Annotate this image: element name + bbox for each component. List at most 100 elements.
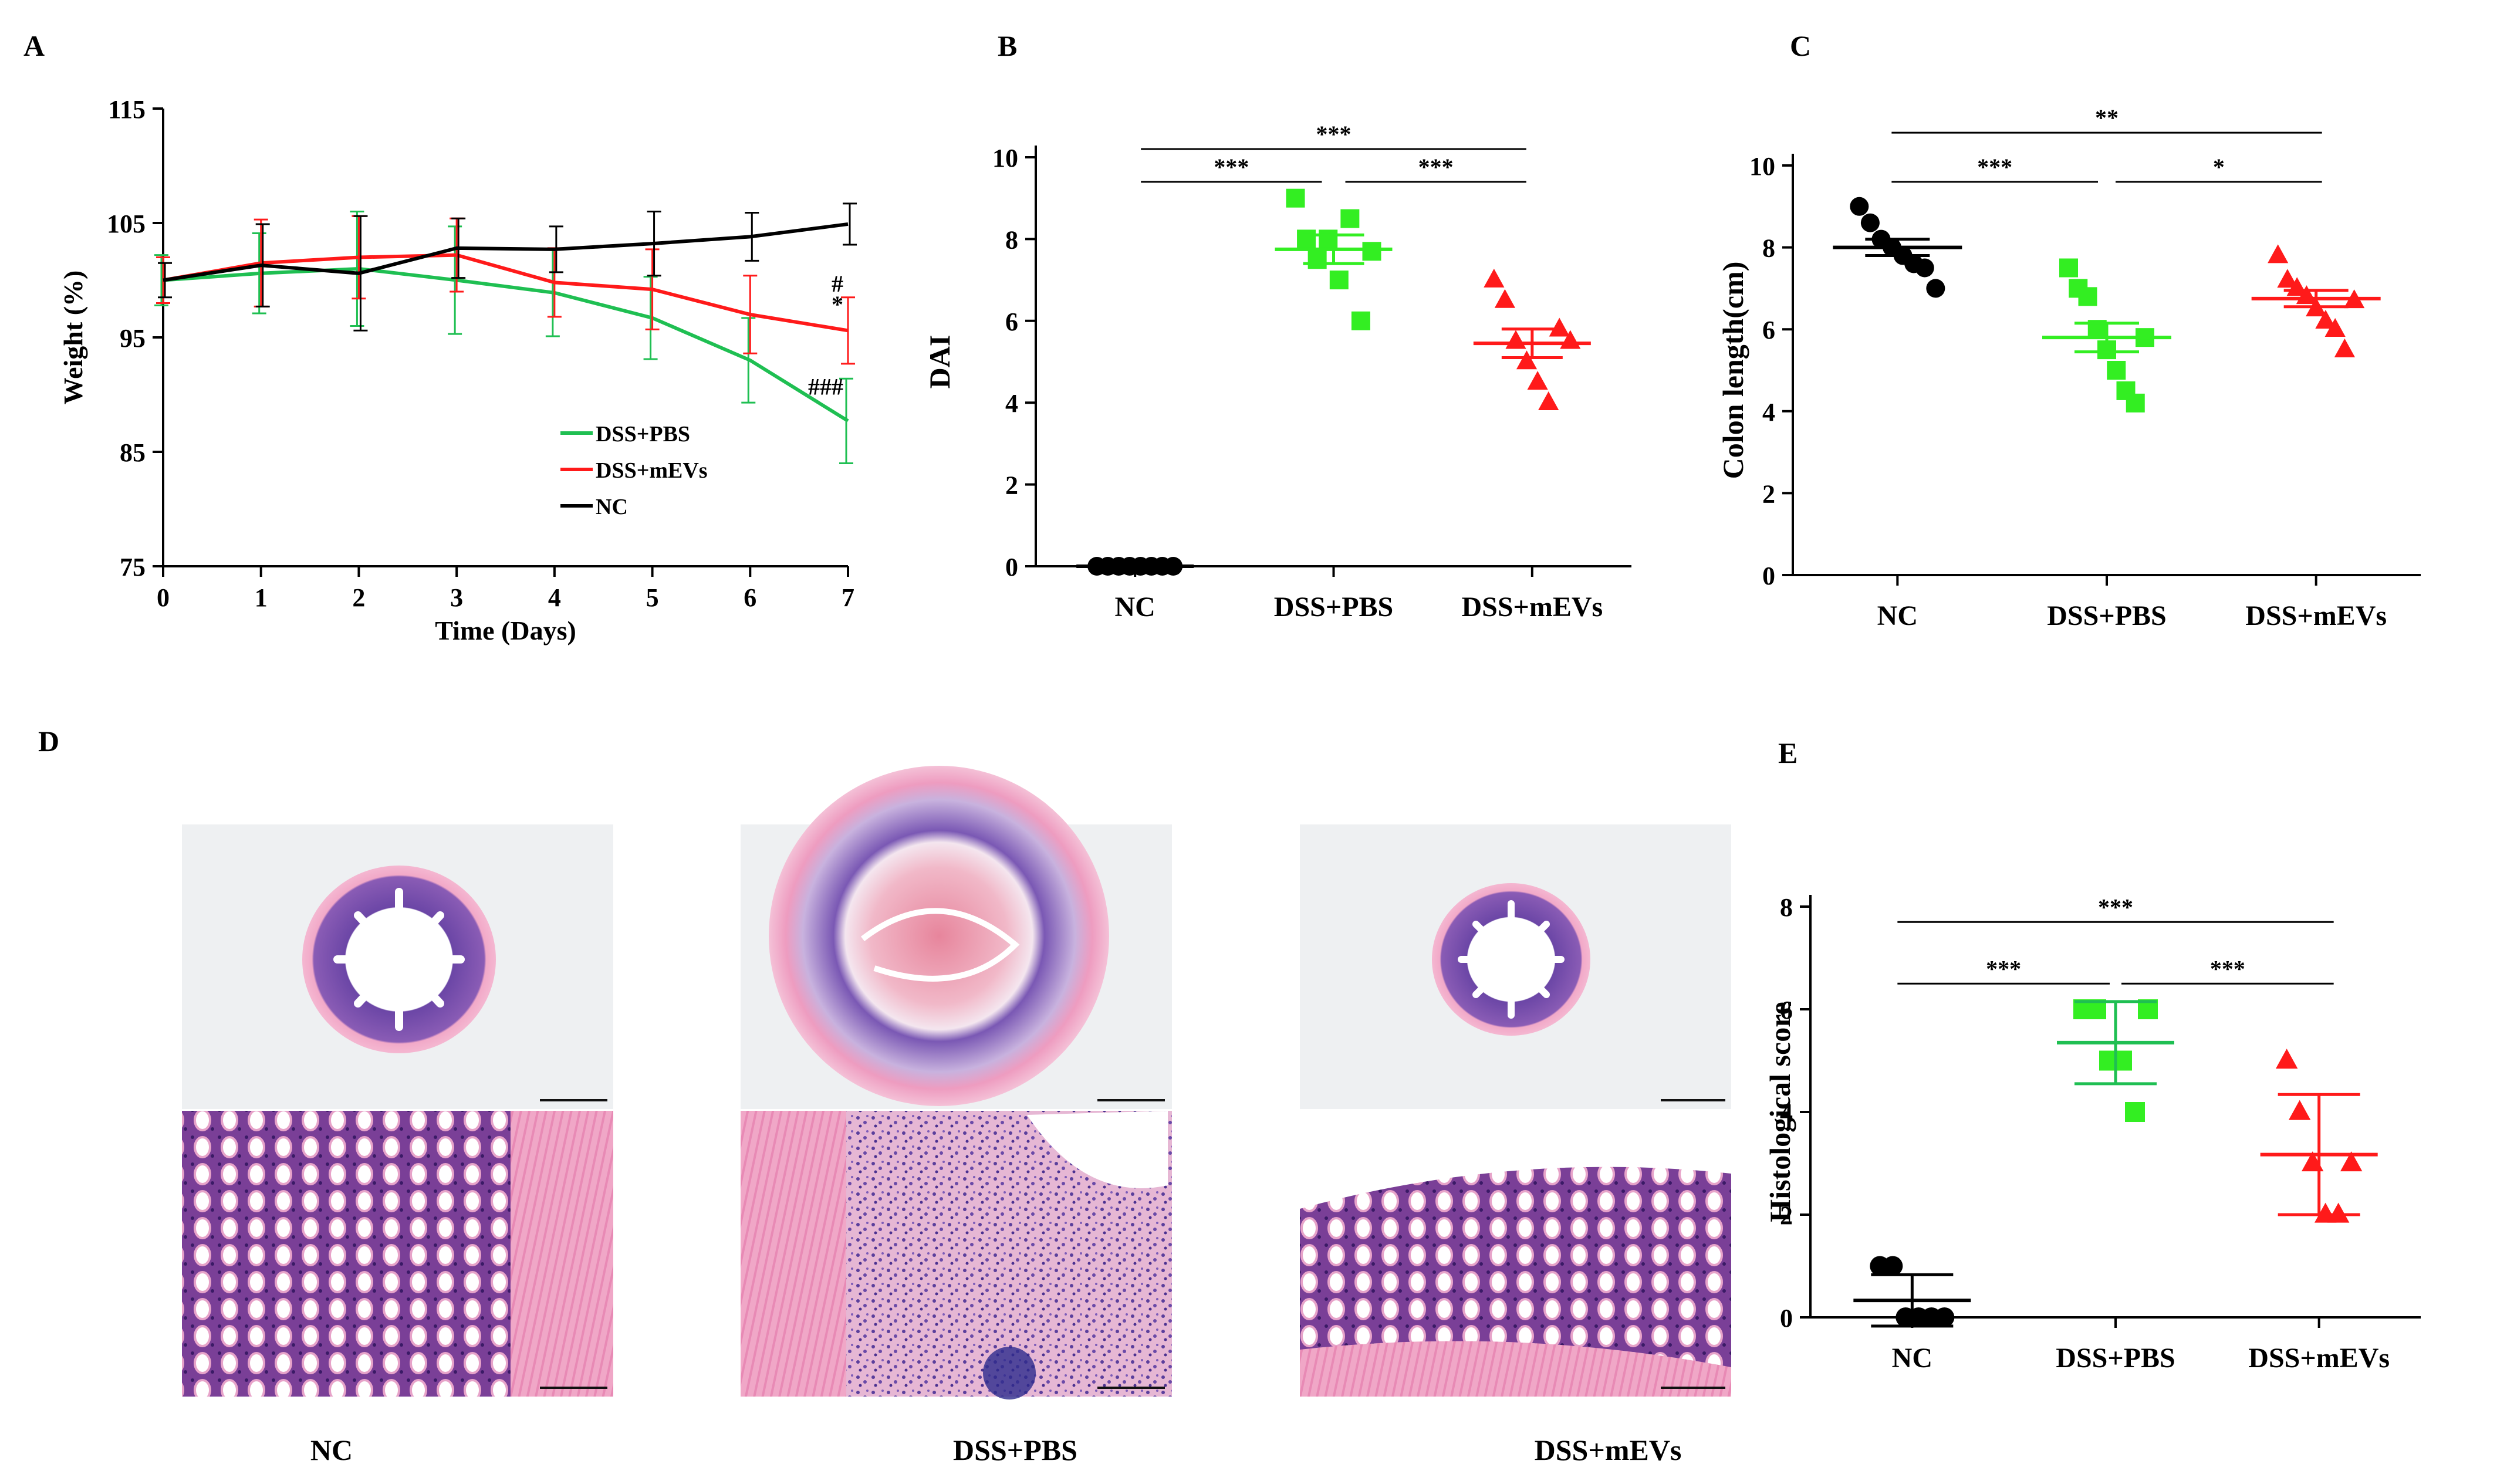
y-tick-label: 115 — [108, 95, 146, 124]
x-tick-label-dss-pbs: DSS+PBS — [1274, 591, 1393, 623]
y-tick-label: 8 — [1005, 225, 1018, 254]
y-tick-label: 8 — [1780, 893, 1793, 922]
x-tick-label: 7 — [842, 583, 854, 612]
histology-image-nc — [182, 824, 613, 1397]
group-dss-pbs — [2042, 258, 2171, 413]
y-tick-label: 8 — [1762, 234, 1775, 263]
y-tick-label: 6 — [1762, 316, 1775, 344]
x-tick-label-nc: NC — [1877, 600, 1918, 631]
group-nc — [1833, 197, 1962, 298]
legend-label-dss-pbs: DSS+PBS — [596, 422, 690, 447]
data-point — [2059, 258, 2078, 278]
group-nc — [1853, 1256, 1971, 1328]
data-point — [1516, 350, 1538, 370]
group-dss-mevs — [1473, 268, 1591, 410]
histology-image-dss-mevs — [1300, 824, 1731, 1397]
histology-image-dss-pbs — [741, 766, 1172, 1400]
histology-panel: NC DSS+PBS DSS+mEVs — [182, 766, 1731, 1466]
x-tick-label: 3 — [450, 583, 463, 612]
x-tick-label-dss-pbs: DSS+PBS — [2047, 600, 2166, 631]
significance-label: *** — [1316, 121, 1352, 147]
significance-label: *** — [2210, 955, 2245, 982]
data-point — [1883, 1256, 1903, 1276]
significance-label: *** — [1977, 154, 2012, 180]
significance-label: *** — [1986, 955, 2021, 982]
data-point — [1351, 311, 1370, 330]
data-point — [2107, 361, 2126, 380]
data-point — [1915, 258, 1934, 278]
group-dss-pbs — [1275, 188, 1393, 330]
data-point — [1286, 188, 1305, 208]
significance-annotation: # — [832, 271, 843, 297]
y-axis-title: DAI — [923, 335, 956, 389]
significance-label: ** — [2095, 104, 2119, 131]
data-point — [2268, 244, 2289, 263]
y-tick-label: 10 — [1749, 152, 1775, 181]
panel-letter-a: A — [23, 29, 45, 62]
y-tick-label: 0 — [1780, 1304, 1793, 1333]
data-point — [2315, 310, 2336, 329]
group-dss-mevs — [2251, 244, 2381, 357]
data-point — [1860, 213, 1880, 232]
x-tick-label: 5 — [646, 583, 659, 612]
data-point — [1527, 371, 1548, 390]
weight-line-chart: 75 85 95 105 115 0 1 2 3 4 5 6 7 Time (Days) Weight (%… — [58, 95, 857, 645]
data-point — [1484, 268, 1505, 288]
y-tick-label: 2 — [1005, 471, 1018, 500]
data-point — [1549, 317, 1570, 337]
data-point — [1340, 209, 1360, 228]
data-point — [2125, 1102, 2145, 1122]
legend-label-dss-mevs: DSS+mEVs — [596, 458, 708, 483]
series-line-dss-mevs — [163, 253, 849, 333]
data-point — [2340, 1151, 2363, 1172]
significance-label: *** — [1214, 154, 1249, 180]
significance-annotation: * — [832, 291, 843, 317]
data-point — [1505, 330, 1526, 349]
group-dss-mevs — [2260, 1049, 2378, 1223]
group-dss-pbs — [2057, 999, 2174, 1122]
y-axis-title: Colon length(cm) — [1717, 262, 1749, 479]
data-point — [1926, 279, 1945, 298]
data-point — [1297, 229, 1316, 249]
significance-label: *** — [2098, 894, 2133, 920]
group-nc — [1076, 557, 1194, 576]
y-tick-label: 75 — [120, 553, 146, 582]
data-point — [1307, 250, 1327, 269]
data-point — [1934, 1307, 1955, 1327]
data-point — [2327, 1202, 2350, 1223]
colon-length-scatter-chart: 0 2 4 6 8 10 NC DSS+PBS DSS+mEVs Colon length(cm)… — [1717, 104, 2421, 631]
data-point — [2288, 1100, 2311, 1120]
x-tick-label: 2 — [352, 583, 365, 612]
y-axis-title: Histological score — [1763, 1002, 1796, 1222]
histology-label-dss-mevs: DSS+mEVs — [1535, 1434, 1682, 1466]
series-dss-pbs — [154, 211, 853, 464]
data-point — [1850, 197, 1869, 216]
y-tick-label: 6 — [1005, 307, 1018, 336]
data-point — [2126, 393, 2145, 413]
dai-scatter-chart: 0 2 4 6 8 10 NC DSS+PBS DSS+mEVs DAI *** *** *** — [923, 121, 1631, 623]
panel-letter-b: B — [998, 29, 1017, 62]
data-point — [1494, 289, 1516, 308]
data-point — [2334, 338, 2356, 357]
y-axis-title: Weight (%) — [58, 271, 88, 405]
x-tick-label-dss-pbs: DSS+PBS — [2056, 1343, 2175, 1374]
data-point — [2275, 1049, 2298, 1069]
x-tick-label: 6 — [744, 583, 756, 612]
y-tick-label: 2 — [1780, 1201, 1793, 1230]
legend-label-nc: NC — [596, 495, 628, 519]
histology-label-nc: NC — [310, 1434, 353, 1466]
x-tick-label: 0 — [157, 583, 170, 612]
y-tick-label: 0 — [1762, 562, 1775, 590]
y-tick-label: 85 — [120, 438, 146, 467]
data-point — [1329, 271, 1349, 290]
y-tick-label: 105 — [107, 209, 146, 238]
panel-letter-d: D — [38, 725, 59, 758]
series-line-nc — [163, 222, 849, 282]
y-tick-label: 4 — [1762, 398, 1775, 427]
x-tick-label: 4 — [548, 583, 561, 612]
y-tick-label: 4 — [1780, 1098, 1793, 1127]
histology-label-dss-pbs: DSS+PBS — [953, 1434, 1077, 1466]
panel-letter-e: E — [1778, 736, 1798, 769]
data-point — [2277, 269, 2298, 288]
